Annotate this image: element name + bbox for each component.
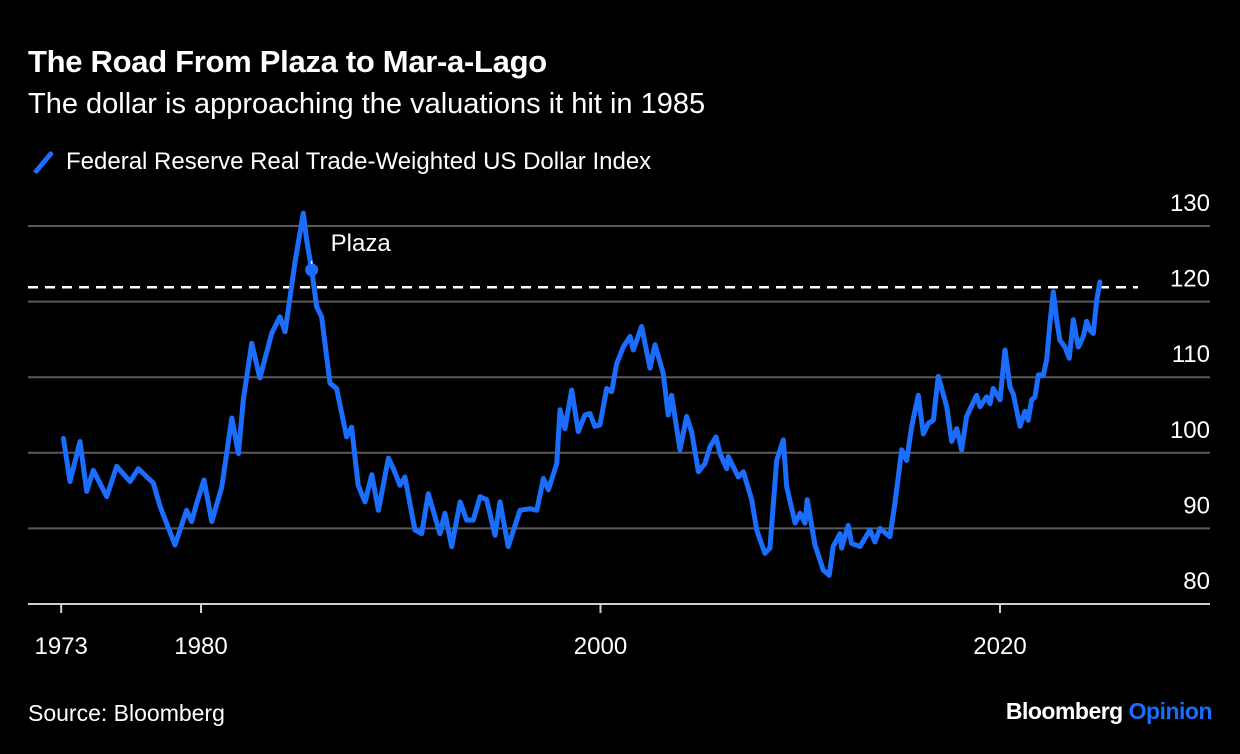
- plaza-marker: [305, 263, 319, 277]
- y-tick-label: 90: [1183, 492, 1210, 519]
- gridlines: [28, 225, 1210, 605]
- logo-section: Opinion: [1128, 698, 1213, 724]
- logo-brand: Bloomberg: [1005, 698, 1123, 724]
- y-tick-label: 130: [1170, 190, 1210, 217]
- x-tick-label: 1973: [34, 633, 87, 660]
- annotation-group: Plaza: [305, 230, 392, 277]
- y-axis-ticks: 80 90 100 110 120 130: [1170, 190, 1210, 595]
- bloomberg-opinion-logo: Bloomberg Opinion: [1005, 698, 1213, 725]
- x-axis-ticks: 1973 1980 2000 2020: [34, 604, 1027, 660]
- plaza-annotation-label: Plaza: [331, 230, 392, 257]
- series-group: [60, 210, 1103, 578]
- legend: Federal Reserve Real Trade-Weighted US D…: [32, 148, 651, 176]
- chart-title: The Road From Plaza to Mar-a-Lago: [28, 44, 547, 79]
- y-tick-label: 110: [1172, 341, 1210, 368]
- y-tick-label: 120: [1170, 266, 1210, 293]
- y-tick-label: 100: [1170, 417, 1210, 444]
- y-tick-label: 80: [1183, 568, 1210, 595]
- x-tick-label: 2000: [574, 633, 627, 660]
- legend-label: Federal Reserve Real Trade-Weighted US D…: [66, 148, 652, 175]
- source-note: Source: Bloomberg: [28, 700, 225, 726]
- series-line-dollar-index: [60, 210, 1103, 578]
- x-tick-label: 1980: [174, 633, 227, 660]
- chart-subtitle: The dollar is approaching the valuations…: [28, 88, 706, 120]
- x-tick-label: 2020: [973, 633, 1026, 660]
